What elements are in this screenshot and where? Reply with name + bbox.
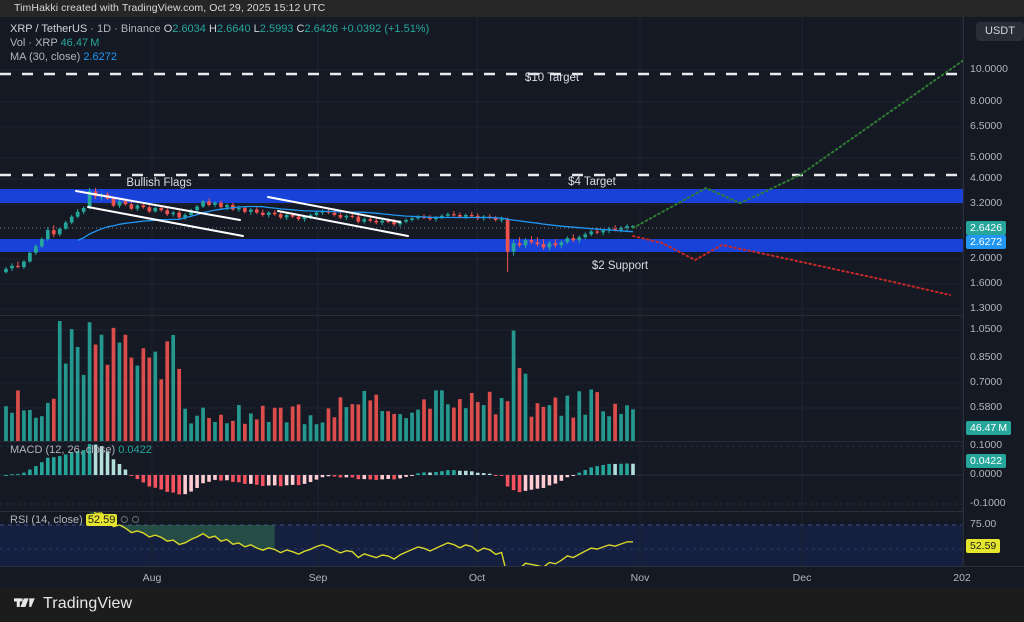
price-axis-tick: 1.3000 bbox=[970, 302, 1003, 314]
interval-label: 1D bbox=[97, 23, 112, 35]
macd-axis-tick: 0.0000 bbox=[970, 468, 1003, 480]
macd-legend[interactable]: MACD (12, 26, close) 0.0422 bbox=[10, 444, 152, 457]
rsi-pane[interactable]: RSI (14, close) 52.59 ⭘ ⭘ bbox=[0, 511, 963, 583]
rsi-label: RSI (14, close) bbox=[10, 514, 83, 526]
ohlc-h-value: 2.6640 bbox=[216, 23, 251, 35]
exchange-label: Binance bbox=[120, 23, 161, 35]
currency-badge[interactable]: USDT bbox=[976, 22, 1024, 41]
symbol-legend[interactable]: XRP / TetherUS · 1D · Binance O2.6034 H2… bbox=[10, 23, 430, 35]
price-plot bbox=[0, 17, 963, 315]
rsi-value-pill[interactable]: 52.59 bbox=[966, 539, 1001, 553]
time-axis[interactable]: Aug Sep Oct Nov Dec 202 bbox=[0, 566, 1024, 588]
settings-icon[interactable]: ⭘ bbox=[131, 515, 140, 526]
volume-axis-tick: 0.5800 bbox=[970, 401, 1003, 413]
time-axis-tick: 202 bbox=[953, 572, 971, 584]
time-axis-tick: Nov bbox=[630, 572, 650, 584]
price-change: +0.0392 bbox=[341, 23, 382, 35]
chart-canvas[interactable]: XRP / TetherUS · 1D · Binance O2.6034 H2… bbox=[0, 17, 1024, 588]
price-axis-tick: 3.2000 bbox=[970, 197, 1003, 209]
volume-legend[interactable]: Vol · XRP 46.47 M bbox=[10, 37, 99, 50]
price-axis-tick: 2.0000 bbox=[970, 252, 1003, 264]
ohlc-l-value: 2.5993 bbox=[259, 23, 294, 35]
macd-value-pill[interactable]: 0.0422 bbox=[966, 454, 1007, 468]
volume-plot bbox=[0, 315, 963, 441]
price-axis-tick: 1.6000 bbox=[970, 277, 1003, 289]
volume-pane[interactable] bbox=[0, 315, 963, 441]
price-axis-tick: 6.5000 bbox=[970, 120, 1003, 132]
price-axis-tick: 10.0000 bbox=[970, 63, 1008, 75]
ma-value-pill[interactable]: 2.6272 bbox=[966, 235, 1007, 249]
time-axis-tick: Dec bbox=[792, 572, 812, 584]
pane-separator[interactable] bbox=[0, 441, 963, 442]
attribution-bar: TimHakki created with TradingView.com, O… bbox=[0, 0, 1024, 17]
ohlc-o-value: 2.6034 bbox=[172, 23, 206, 35]
price-axis-tick: 4.0000 bbox=[970, 172, 1003, 184]
pane-separator[interactable] bbox=[0, 315, 963, 316]
macd-label: MACD (12, 26, close) bbox=[10, 444, 116, 456]
ohlc-c-value: 2.6426 bbox=[304, 23, 339, 35]
ma-legend[interactable]: MA (30, close) 2.6272 bbox=[10, 51, 117, 64]
price-axis-tick: 8.0000 bbox=[970, 95, 1003, 107]
eye-icon[interactable]: ⭘ bbox=[120, 515, 129, 526]
volume-value-pill[interactable]: 46.47 M bbox=[966, 421, 1012, 435]
volume-axis-tick: 0.8500 bbox=[970, 351, 1003, 363]
price-axis[interactable]: USDT 10.0000 8.0000 6.5000 5.0000 4.0000 3.20… bbox=[963, 17, 1024, 588]
volume-label: Vol · XRP bbox=[10, 37, 58, 49]
rsi-legend[interactable]: RSI (14, close) 52.59 ⭘ ⭘ bbox=[10, 514, 139, 527]
ma-label: MA (30, close) bbox=[10, 51, 81, 63]
macd-plot bbox=[0, 441, 963, 511]
tradingview-mark-icon bbox=[14, 597, 35, 607]
macd-pane[interactable]: MACD (12, 26, close) 0.0422 bbox=[0, 441, 963, 511]
price-pane[interactable]: XRP / TetherUS · 1D · Binance O2.6034 H2… bbox=[0, 17, 963, 315]
pane-separator[interactable] bbox=[0, 511, 963, 512]
rsi-value: 52.59 bbox=[85, 514, 118, 526]
ohlc-c-label: C bbox=[296, 23, 305, 35]
macd-value: 0.0422 bbox=[118, 444, 152, 456]
time-axis-tick: Aug bbox=[142, 572, 162, 584]
tradingview-logo: TradingView bbox=[14, 595, 132, 613]
volume-value: 46.47 M bbox=[60, 37, 100, 49]
tradingview-wordmark: TradingView bbox=[43, 595, 133, 612]
price-change-percent: (+1.51%) bbox=[384, 23, 430, 35]
rsi-axis-tick: 75.00 bbox=[970, 518, 997, 530]
ma-value: 2.6272 bbox=[83, 51, 118, 63]
price-axis-tick: 5.0000 bbox=[970, 151, 1003, 163]
time-axis-tick: Oct bbox=[468, 572, 486, 584]
rsi-plot bbox=[0, 511, 963, 583]
macd-axis-tick: -0.1000 bbox=[970, 497, 1006, 509]
ohlc-o-label: O bbox=[163, 23, 173, 35]
footer-bar: TradingView bbox=[0, 588, 1024, 622]
last-price-pill[interactable]: 2.6426 bbox=[966, 221, 1007, 235]
ohlc-h-label: H bbox=[208, 23, 217, 35]
time-axis-tick: Sep bbox=[308, 572, 328, 584]
macd-axis-tick: 0.1000 bbox=[970, 439, 1003, 451]
ohlc-l-label: L bbox=[253, 23, 260, 35]
symbol-name: XRP / TetherUS bbox=[10, 23, 88, 35]
volume-axis-tick: 0.7000 bbox=[970, 376, 1003, 388]
volume-axis-tick: 1.0500 bbox=[970, 323, 1003, 335]
